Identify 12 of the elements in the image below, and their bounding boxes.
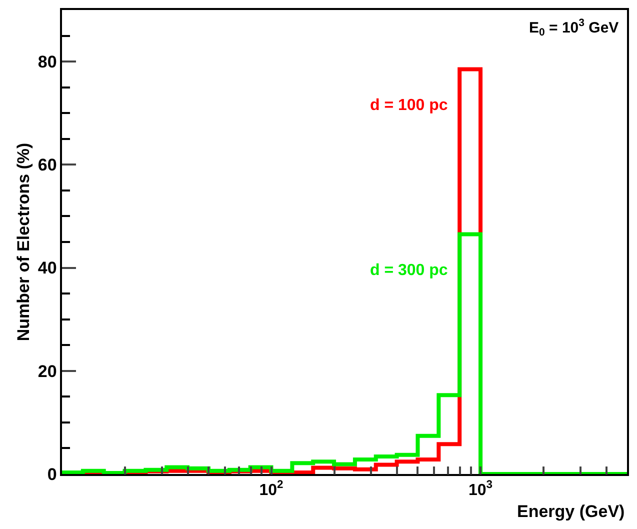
series-label: d = 100 pc (370, 97, 448, 114)
y-tick-label: 60 (38, 156, 57, 175)
x-tick-label: 10$^{2}$ (259, 479, 284, 499)
y-tick-label: 40 (38, 258, 57, 278)
x-axis-title: Energy (GeV) (517, 502, 625, 521)
y-tick-label: 20 (38, 362, 57, 381)
series-label: d = 300 pc (370, 262, 448, 279)
x-tick-label: 10$^{3}$ (468, 479, 493, 499)
y-tick-label: 80 (38, 52, 57, 72)
y-axis-title: Number of Electrons (%) (14, 142, 33, 342)
annotation: E$_{0}$ = 10$^{3}$ GeV (529, 17, 619, 38)
y-tick-label: 0 (47, 464, 57, 484)
